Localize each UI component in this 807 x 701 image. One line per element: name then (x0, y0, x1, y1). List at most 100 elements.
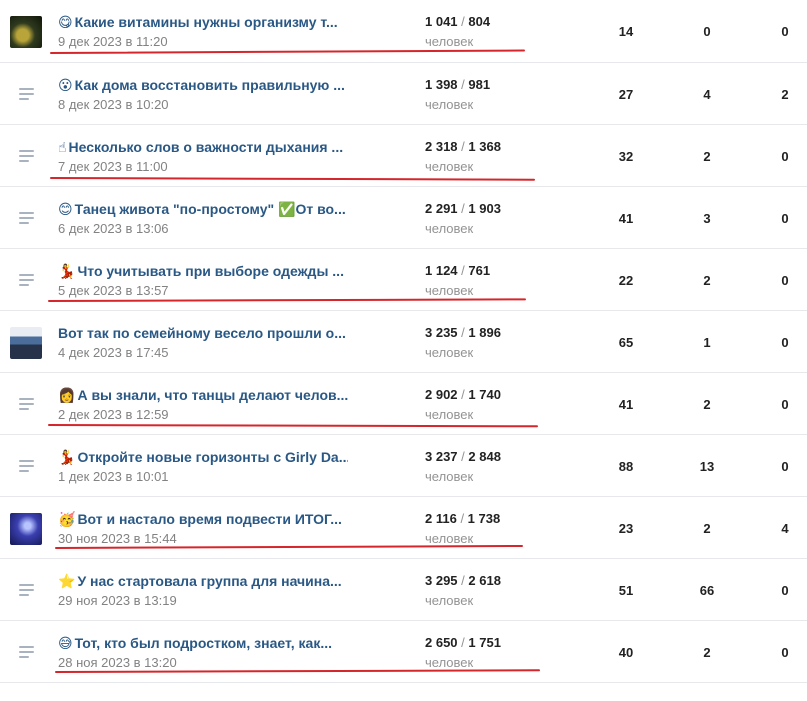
text-post-icon (19, 274, 34, 286)
reach-total: 2 318 (425, 139, 458, 154)
post-row[interactable]: 🥳 Вот и настало время подвести ИТОГ... 30… (0, 497, 807, 559)
post-title[interactable]: Как дома восстановить правильную ... (74, 77, 345, 93)
post-title[interactable]: Несколько слов о важности дыхания ... (68, 139, 344, 155)
post-title[interactable]: Тот, кто был подростком, знает, как... (74, 635, 333, 651)
post-row[interactable]: ☝ Несколько слов о важности дыхания ... 7… (0, 125, 807, 187)
reach-unit: человек (425, 469, 474, 484)
post-date: 9 дек 2023 в 11:20 (58, 34, 168, 49)
stat-col-3: 0 (781, 335, 789, 350)
reach-separator: / (456, 511, 468, 526)
post-date: 6 дек 2023 в 13:06 (58, 221, 169, 236)
post-title[interactable]: Вот и настало время подвести ИТОГ... (77, 511, 342, 527)
stat-col-1: 27 (618, 87, 634, 102)
stat-col-3: 0 (781, 459, 789, 474)
post-row[interactable]: 😮 Как дома восстановить правильную ... 8 … (0, 63, 807, 125)
text-post-icon (19, 646, 34, 658)
post-title-link[interactable]: ⭐ У нас стартовала группа для начина... (58, 573, 348, 590)
stat-col-1: 51 (618, 583, 634, 598)
post-row[interactable]: Вот так по семейному весело прошли о... … (0, 311, 807, 373)
emoji-sweat-smile-icon: 😅 (58, 636, 73, 652)
reach-total: 3 235 (425, 325, 458, 340)
reach-subscribers: 1 896 (468, 325, 501, 340)
stat-col-1: 41 (618, 211, 634, 226)
reach-subscribers: 804 (468, 14, 491, 29)
post-title[interactable]: А вы знали, что танцы делают челов... (77, 387, 348, 403)
reach-separator: / (457, 387, 469, 402)
stat-col-3: 0 (781, 645, 789, 660)
reach-total: 2 902 (425, 387, 458, 402)
stat-col-2: 2 (703, 645, 711, 660)
post-row[interactable]: 👩 А вы знали, что танцы делают челов... 2… (0, 373, 807, 435)
reach-count: 2 650 / 1 751 (425, 635, 501, 650)
reach-total: 2 650 (425, 635, 458, 650)
reach-total: 1 124 (425, 263, 458, 278)
stat-col-3: 0 (781, 273, 789, 288)
reach-subscribers: 1 368 (468, 139, 501, 154)
stat-col-3: 0 (781, 583, 789, 598)
post-title[interactable]: Танец живота "по-простому" ✅От во... (74, 201, 346, 217)
stat-col-2: 66 (699, 583, 715, 598)
post-title[interactable]: Вот так по семейному весело прошли о... (58, 325, 346, 341)
post-title-link[interactable]: 💃 Что учитывать при выборе одежды ... (58, 263, 348, 280)
stat-col-3: 0 (781, 149, 789, 164)
post-row[interactable]: 💃 Что учитывать при выборе одежды ... 5 д… (0, 249, 807, 311)
stat-col-2: 2 (703, 273, 711, 288)
post-row[interactable]: ⭐ У нас стартовала группа для начина... 2… (0, 559, 807, 621)
stat-col-2: 3 (703, 211, 711, 226)
post-title-link[interactable]: 😊 Танец живота "по-простому" ✅От во... (58, 201, 348, 218)
post-title-link[interactable]: 👩 А вы знали, что танцы делают челов... (58, 387, 348, 404)
post-title-link[interactable]: 💃 Откройте новые горизонты с Girly Da... (58, 449, 348, 466)
post-title-link[interactable]: 😮 Как дома восстановить правильную ... (58, 77, 348, 94)
reach-count: 2 318 / 1 368 (425, 139, 501, 154)
reach-count: 3 295 / 2 618 (425, 573, 501, 588)
reach-subscribers: 2 618 (468, 573, 501, 588)
reach-count: 3 237 / 2 848 (425, 449, 501, 464)
reach-separator: / (457, 14, 469, 29)
reach-separator: / (457, 635, 469, 650)
post-row[interactable]: 😅 Тот, кто был подростком, знает, как... … (0, 621, 807, 683)
post-title-link[interactable]: Вот так по семейному весело прошли о... (58, 325, 348, 341)
emoji-pointing-finger-icon: ☝ (58, 140, 67, 156)
reach-unit: человек (425, 283, 474, 298)
reach-subscribers: 761 (468, 263, 491, 278)
post-title-link[interactable]: 🥳 Вот и настало время подвести ИТОГ... (58, 511, 348, 528)
reach-total: 3 295 (425, 573, 458, 588)
stat-col-1: 40 (618, 645, 634, 660)
stat-col-1: 22 (618, 273, 634, 288)
post-title[interactable]: Какие витамины нужны организму т... (74, 14, 338, 30)
stat-col-2: 2 (703, 149, 711, 164)
post-thumbnail[interactable] (10, 327, 42, 359)
post-title[interactable]: Что учитывать при выборе одежды ... (77, 263, 344, 279)
reach-subscribers: 981 (468, 77, 491, 92)
stat-col-1: 65 (618, 335, 634, 350)
post-title[interactable]: У нас стартовала группа для начина... (77, 573, 342, 589)
reach-total: 1 398 (425, 77, 458, 92)
post-date: 4 дек 2023 в 17:45 (58, 345, 169, 360)
reach-unit: человек (425, 159, 474, 174)
stat-col-1: 23 (618, 521, 634, 536)
reach-unit: человек (425, 97, 474, 112)
reach-count: 1 398 / 981 (425, 77, 490, 92)
post-date: 7 дек 2023 в 11:00 (58, 159, 168, 174)
reach-count: 3 235 / 1 896 (425, 325, 501, 340)
post-row[interactable]: 😊 Танец живота "по-простому" ✅От во... 6 … (0, 187, 807, 249)
stat-col-2: 0 (703, 24, 711, 39)
emoji-party-face-icon: 🥳 (58, 512, 76, 528)
stat-col-1: 32 (618, 149, 634, 164)
post-title-link[interactable]: 😋 Какие витамины нужны организму т... (58, 14, 348, 31)
post-title-link[interactable]: ☝ Несколько слов о важности дыхания ... (58, 139, 348, 156)
text-post-icon (19, 150, 34, 162)
post-row[interactable]: 😋 Какие витамины нужны организму т... 9 д… (0, 0, 807, 63)
post-date: 8 дек 2023 в 10:20 (58, 97, 169, 112)
post-row[interactable]: 💃 Откройте новые горизонты с Girly Da... … (0, 435, 807, 497)
text-post-icon (19, 88, 34, 100)
stat-col-3: 0 (781, 397, 789, 412)
emoji-star-icon: ⭐ (58, 574, 76, 590)
stat-col-2: 1 (703, 335, 711, 350)
post-date: 2 дек 2023 в 12:59 (58, 407, 169, 422)
post-title[interactable]: Откройте новые горизонты с Girly Da... (77, 449, 348, 465)
post-title-link[interactable]: 😅 Тот, кто был подростком, знает, как... (58, 635, 348, 652)
stat-col-2: 4 (703, 87, 711, 102)
post-thumbnail[interactable] (10, 16, 42, 48)
post-thumbnail[interactable] (10, 513, 42, 545)
